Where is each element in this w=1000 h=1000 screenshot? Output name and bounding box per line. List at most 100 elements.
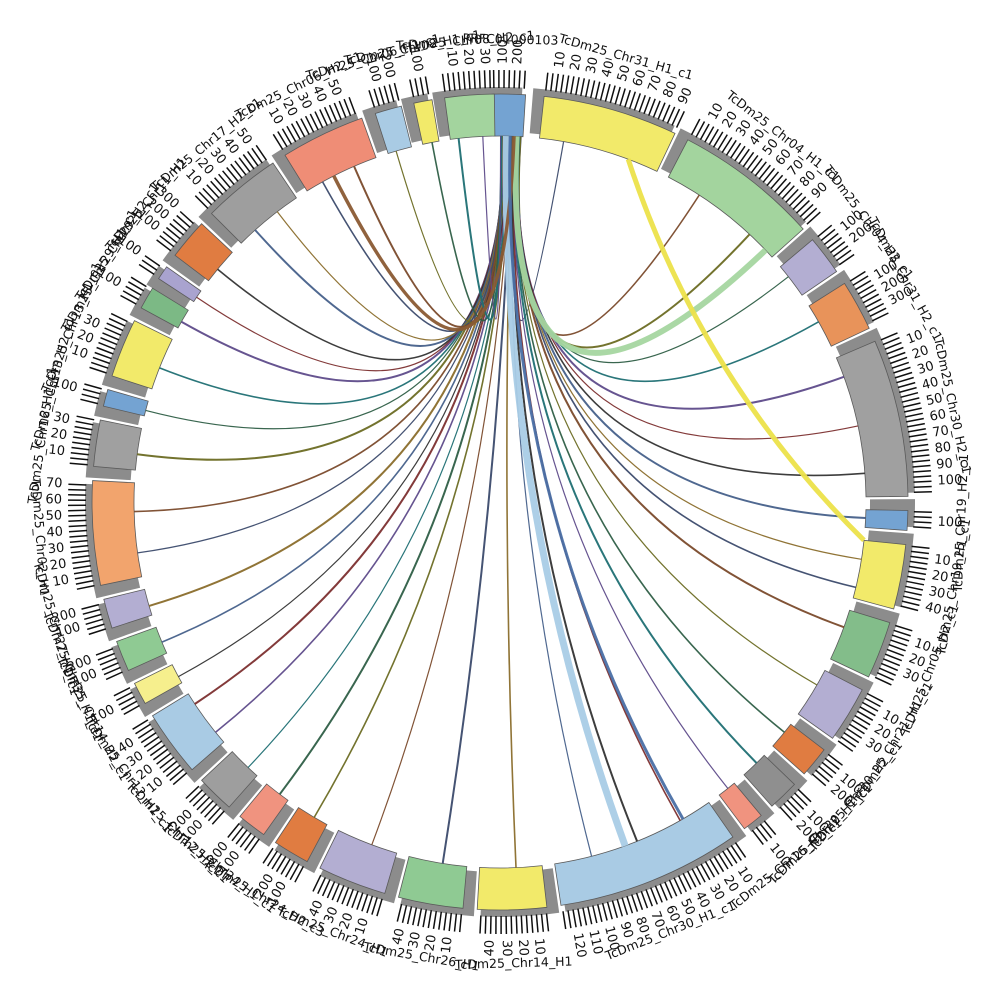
tick-mark <box>478 70 481 89</box>
tick-mark <box>712 131 724 148</box>
tick-mark <box>722 850 734 867</box>
tick-label: 10 <box>51 572 70 590</box>
tick-mark <box>891 634 910 642</box>
tick-mark <box>525 915 529 934</box>
tick-mark <box>448 913 453 932</box>
tick-label: 70 <box>46 476 63 492</box>
tick-mark <box>69 462 88 466</box>
tick-label: 10 <box>706 101 727 123</box>
chromosome-segment <box>476 865 548 911</box>
tick-mark <box>884 653 903 662</box>
tick-mark <box>907 570 927 576</box>
tick-mark <box>165 764 181 778</box>
tick-mark <box>856 710 874 721</box>
tick-mark <box>826 236 843 250</box>
tick-mark <box>855 279 872 291</box>
chromosome-segment <box>140 287 189 329</box>
tick-mark <box>314 111 324 129</box>
tick-mark <box>633 93 642 111</box>
tick-label: 60 <box>630 68 649 88</box>
tick-label: 30 <box>406 931 424 950</box>
tick-mark <box>640 890 649 909</box>
chromosome-segment <box>554 801 734 906</box>
chromosome-segment <box>444 93 496 140</box>
tick-label: 20 <box>720 109 741 131</box>
tick-mark <box>242 154 255 170</box>
tick-mark <box>774 178 788 193</box>
alignment-ribbon <box>332 136 516 332</box>
tick-mark <box>284 861 296 878</box>
tick-mark <box>695 121 706 138</box>
chromosome-segment <box>133 664 183 705</box>
tick-mark <box>848 723 865 735</box>
tick-mark <box>650 887 658 905</box>
tick-mark <box>648 98 656 116</box>
tick-mark <box>616 898 624 917</box>
tick-mark <box>866 692 884 703</box>
tick-mark <box>580 78 586 97</box>
tick-mark <box>71 446 90 451</box>
alignment-ribbon <box>502 136 629 848</box>
chromosome-segment <box>539 95 676 172</box>
tick-mark <box>457 71 461 90</box>
tick-mark <box>611 900 619 919</box>
tick-mark <box>910 448 929 453</box>
tick-mark <box>708 128 719 146</box>
tick-mark <box>854 714 871 726</box>
tick-mark <box>125 285 142 296</box>
segment-name-label: TcDm25_Chr19_H2_c1 <box>950 453 971 593</box>
chord-link-layer <box>134 135 866 868</box>
tick-mark <box>849 270 866 282</box>
tick-mark <box>862 293 880 304</box>
tick-mark <box>643 96 651 115</box>
tick-mark <box>68 483 87 486</box>
tick-mark <box>159 756 175 769</box>
tick-label: 50 <box>925 391 945 409</box>
tick-mark <box>202 187 216 202</box>
tick-label: 10 <box>69 343 90 363</box>
tick-mark <box>122 290 140 301</box>
tick-label: 100 <box>937 473 963 489</box>
chromosome-segment <box>398 856 468 909</box>
tick-mark <box>102 332 120 341</box>
tick-mark <box>857 284 874 295</box>
tick-mark <box>799 203 814 218</box>
tick-mark <box>300 118 310 135</box>
tick-label: 10 <box>933 552 951 569</box>
tick-mark <box>138 263 155 276</box>
tick-label: 100 <box>362 56 383 84</box>
tick-mark <box>176 214 191 228</box>
tick-mark <box>699 123 710 141</box>
tick-label: 80 <box>934 440 952 457</box>
chromosome-segment <box>667 139 804 258</box>
tick-label: 20 <box>931 568 950 586</box>
chromosome-segment <box>835 340 909 498</box>
tick-mark <box>882 337 900 346</box>
tick-mark <box>356 892 364 910</box>
tick-mark <box>560 74 565 93</box>
tick-label: 40 <box>390 927 408 947</box>
tick-label: 200 <box>510 39 526 64</box>
chromosome-segment <box>116 626 168 672</box>
tick-mark <box>851 719 868 730</box>
tick-mark <box>118 696 135 706</box>
tick-mark <box>619 88 626 107</box>
tick-mark <box>906 580 925 586</box>
tick-mark <box>140 731 157 744</box>
tick-mark <box>484 915 487 934</box>
tick-mark <box>169 222 185 236</box>
tick-label: 20 <box>337 911 357 932</box>
tick-mark <box>72 564 92 570</box>
tick-mark <box>770 174 784 190</box>
tick-mark <box>120 700 138 711</box>
tick-mark <box>888 643 906 652</box>
tick-label: 10 <box>439 936 456 954</box>
tick-mark <box>88 628 107 636</box>
tick-mark <box>860 288 877 300</box>
tick-mark <box>589 80 596 99</box>
tick-mark <box>321 879 331 897</box>
tick-label: 30 <box>900 666 921 686</box>
tick-label: 30 <box>927 584 946 602</box>
tick-layer <box>67 69 932 935</box>
